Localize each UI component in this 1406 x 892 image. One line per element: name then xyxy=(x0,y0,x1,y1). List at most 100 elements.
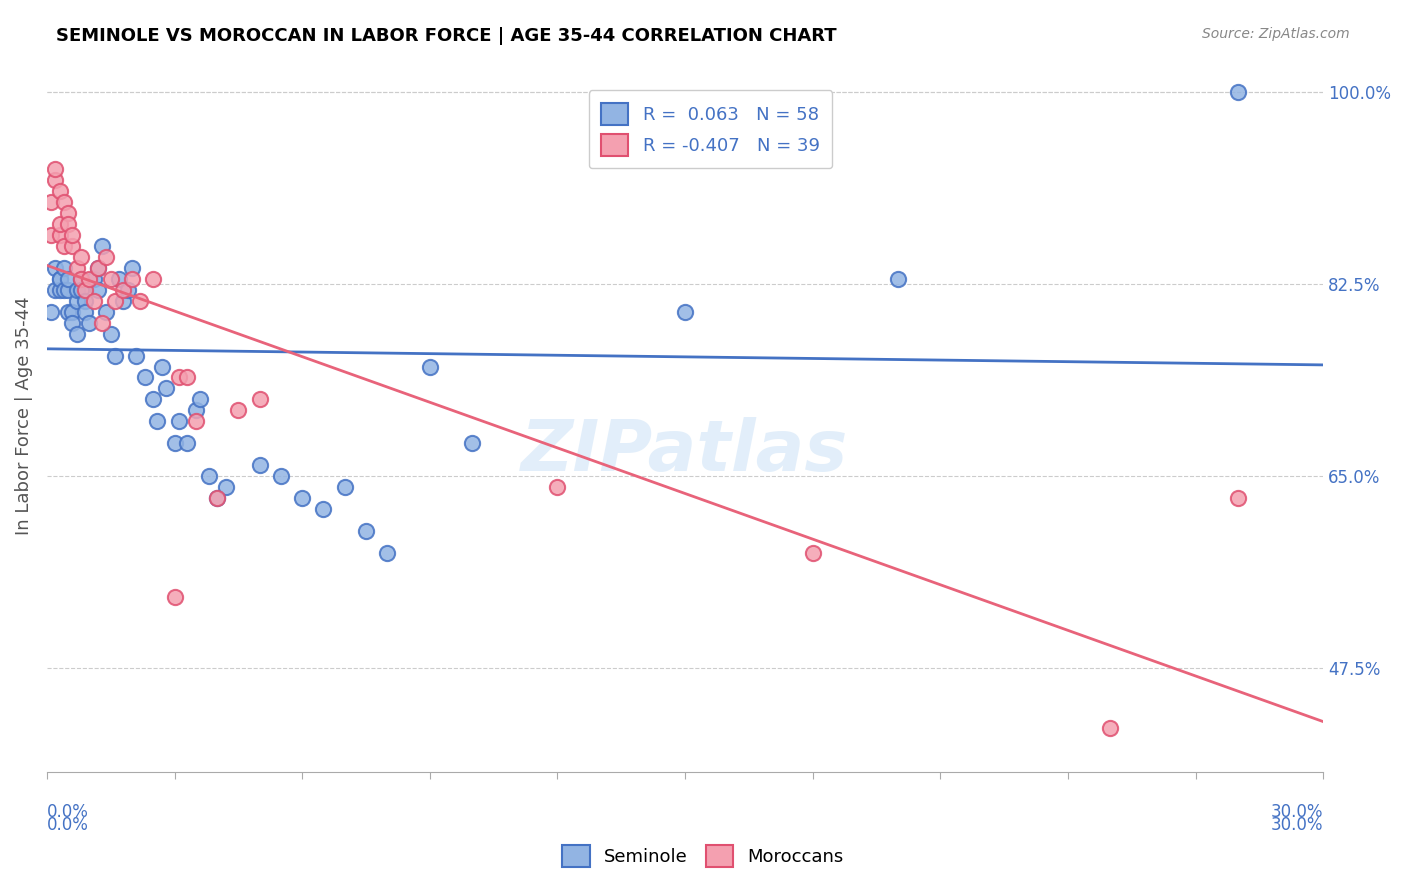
Point xyxy=(214,480,236,494)
Point xyxy=(197,469,219,483)
Point xyxy=(62,239,84,253)
Legend: Seminole, Moroccans: Seminole, Moroccans xyxy=(555,838,851,874)
Point xyxy=(52,283,75,297)
Point xyxy=(75,293,97,308)
Point xyxy=(291,491,314,505)
Point xyxy=(188,392,211,407)
Point xyxy=(56,283,79,297)
Point xyxy=(66,260,89,275)
Point xyxy=(1227,491,1250,505)
Point xyxy=(146,414,169,428)
Point xyxy=(91,239,114,253)
Point xyxy=(134,370,156,384)
Point xyxy=(546,480,568,494)
Point xyxy=(87,260,110,275)
Point xyxy=(39,304,62,318)
Point xyxy=(83,293,105,308)
Point xyxy=(96,304,118,318)
Point xyxy=(87,283,110,297)
Point xyxy=(70,272,93,286)
Point xyxy=(673,304,696,318)
Point xyxy=(62,227,84,242)
Point xyxy=(44,283,66,297)
Point xyxy=(48,272,70,286)
Point xyxy=(39,195,62,210)
Point xyxy=(184,414,207,428)
Point xyxy=(104,349,127,363)
Point xyxy=(62,316,84,330)
Point xyxy=(205,491,228,505)
Point xyxy=(249,458,271,473)
Point xyxy=(176,436,198,450)
Point xyxy=(44,260,66,275)
Point xyxy=(270,469,292,483)
Point xyxy=(100,272,122,286)
Point xyxy=(104,293,127,308)
Point xyxy=(52,260,75,275)
Text: 30.0%: 30.0% xyxy=(1271,816,1323,834)
Point xyxy=(52,239,75,253)
Point xyxy=(419,359,441,374)
Point xyxy=(70,272,93,286)
Point xyxy=(48,272,70,286)
Point xyxy=(184,403,207,417)
Point xyxy=(163,590,186,604)
Point xyxy=(96,250,118,264)
Point xyxy=(354,524,377,538)
Point xyxy=(66,293,89,308)
Point xyxy=(886,272,908,286)
Y-axis label: In Labor Force | Age 35-44: In Labor Force | Age 35-44 xyxy=(15,296,32,535)
Point xyxy=(44,162,66,177)
Point xyxy=(70,250,93,264)
Point xyxy=(167,414,190,428)
Point xyxy=(62,304,84,318)
Point xyxy=(66,326,89,341)
Point xyxy=(75,283,97,297)
Point xyxy=(44,173,66,187)
Point xyxy=(129,293,152,308)
Point xyxy=(56,217,79,231)
Point xyxy=(205,491,228,505)
Point xyxy=(1099,721,1122,735)
Point xyxy=(56,206,79,220)
Text: 0.0%: 0.0% xyxy=(46,816,89,834)
Point xyxy=(108,272,131,286)
Point xyxy=(167,370,190,384)
Point xyxy=(48,227,70,242)
Point xyxy=(87,260,110,275)
Point xyxy=(142,272,165,286)
Text: 0.0%: 0.0% xyxy=(46,803,89,821)
Point xyxy=(70,283,93,297)
Point xyxy=(142,392,165,407)
Text: SEMINOLE VS MOROCCAN IN LABOR FORCE | AGE 35-44 CORRELATION CHART: SEMINOLE VS MOROCCAN IN LABOR FORCE | AG… xyxy=(56,27,837,45)
Point xyxy=(801,546,824,560)
Point xyxy=(75,304,97,318)
Point xyxy=(79,316,101,330)
Point xyxy=(121,272,143,286)
Point xyxy=(1227,86,1250,100)
Point xyxy=(52,195,75,210)
Point xyxy=(461,436,484,450)
Point xyxy=(48,184,70,198)
Point xyxy=(79,272,101,286)
Point xyxy=(91,316,114,330)
Point xyxy=(163,436,186,450)
Point xyxy=(117,283,139,297)
Point xyxy=(176,370,198,384)
Legend: R =  0.063   N = 58, R = -0.407   N = 39: R = 0.063 N = 58, R = -0.407 N = 39 xyxy=(589,90,832,169)
Point xyxy=(112,283,135,297)
Text: ZIPatlas: ZIPatlas xyxy=(522,417,849,486)
Point xyxy=(56,272,79,286)
Point xyxy=(39,227,62,242)
Point xyxy=(155,381,177,395)
Point xyxy=(312,502,335,516)
Point xyxy=(249,392,271,407)
Point xyxy=(56,304,79,318)
Point xyxy=(150,359,173,374)
Point xyxy=(83,272,105,286)
Point xyxy=(112,293,135,308)
Point xyxy=(121,260,143,275)
Text: Source: ZipAtlas.com: Source: ZipAtlas.com xyxy=(1202,27,1350,41)
Point xyxy=(375,546,398,560)
Point xyxy=(48,217,70,231)
